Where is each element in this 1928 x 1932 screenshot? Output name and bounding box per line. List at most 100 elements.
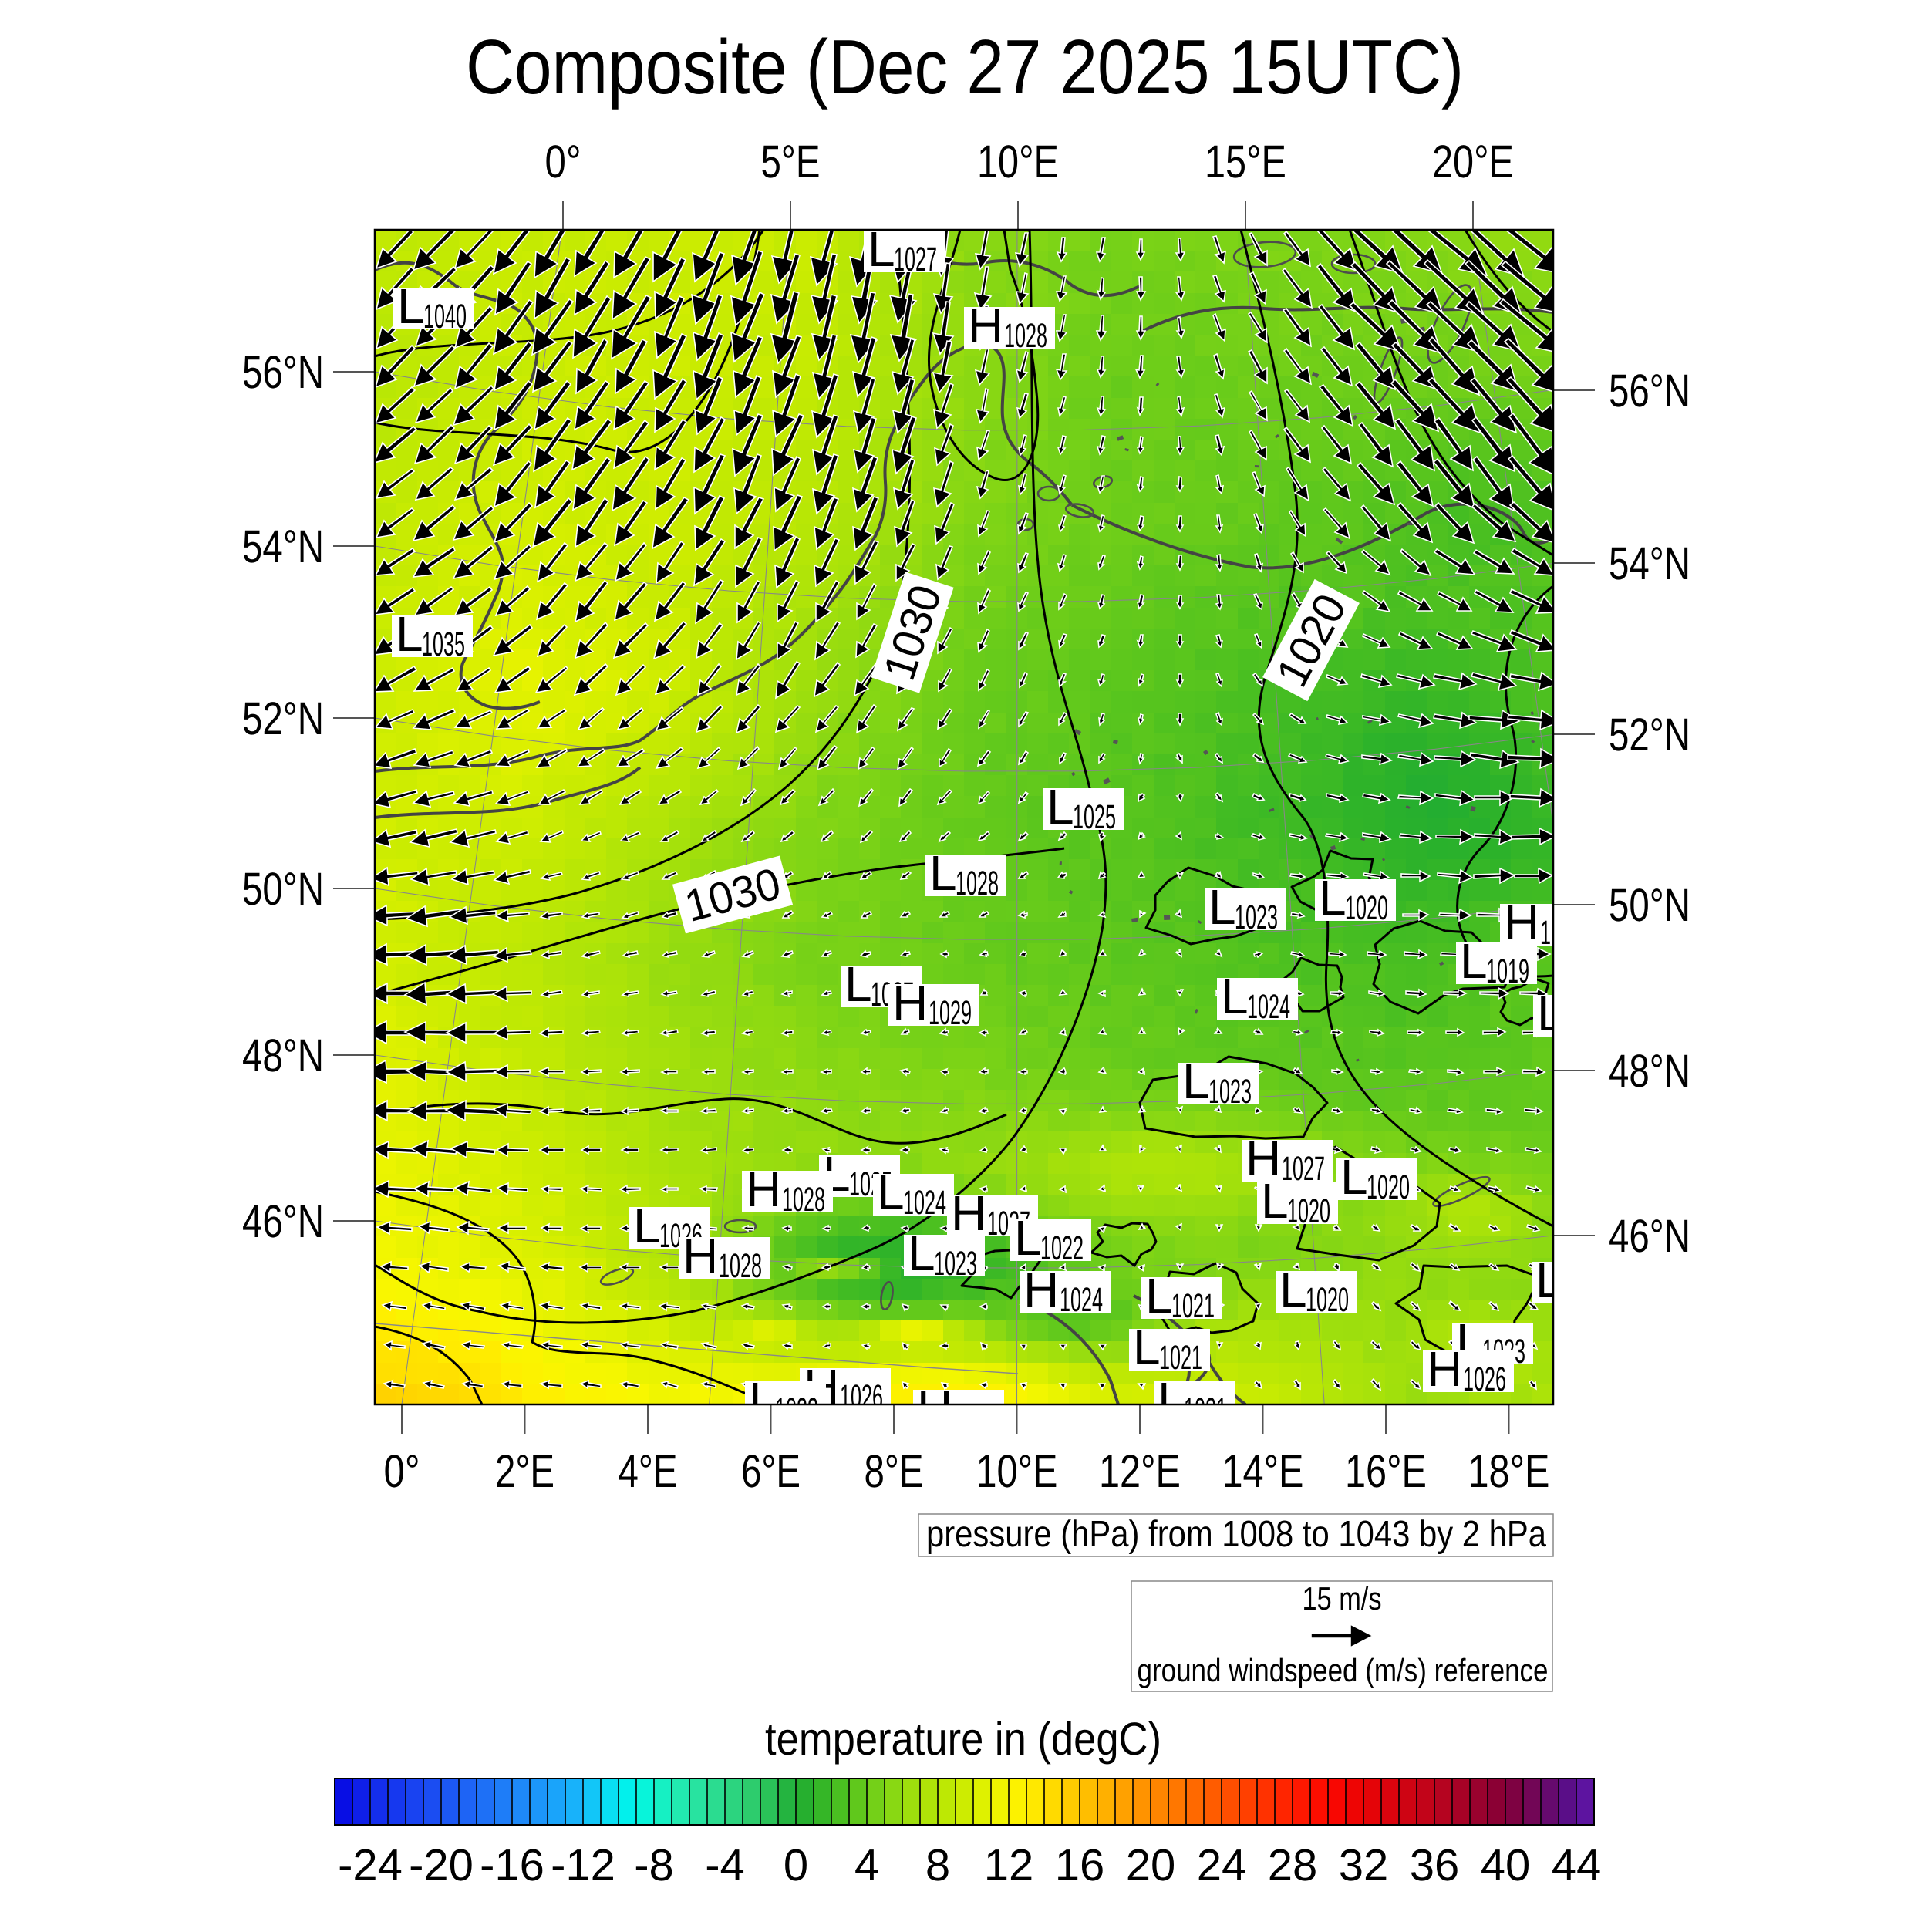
svg-text:8°E: 8°E <box>865 1445 924 1497</box>
svg-text:56°N: 56°N <box>242 346 324 398</box>
svg-text:12°E: 12°E <box>1099 1445 1181 1497</box>
svg-text:Composite (Dec 27 2025 15UTC): Composite (Dec 27 2025 15UTC) <box>466 24 1464 110</box>
svg-text:L: L <box>1182 1054 1210 1109</box>
svg-text:1040: 1040 <box>423 298 467 335</box>
svg-text:54°N: 54°N <box>242 521 324 572</box>
svg-text:-12: -12 <box>551 1840 615 1890</box>
svg-text:H: H <box>746 1162 781 1217</box>
svg-text:1035: 1035 <box>422 625 465 663</box>
svg-text:L: L <box>397 278 425 334</box>
svg-text:L: L <box>1208 879 1236 935</box>
svg-text:0°: 0° <box>384 1445 420 1497</box>
svg-text:24: 24 <box>1197 1840 1247 1890</box>
svg-text:H: H <box>968 298 1003 353</box>
svg-text:1023: 1023 <box>1235 899 1278 936</box>
svg-text:L: L <box>1047 779 1074 835</box>
svg-text:L: L <box>1221 969 1249 1024</box>
svg-text:1028: 1028 <box>719 1247 762 1285</box>
svg-text:1029: 1029 <box>929 994 972 1032</box>
svg-text:1027: 1027 <box>894 241 937 278</box>
svg-text:-20: -20 <box>409 1840 474 1890</box>
svg-text:1024: 1024 <box>903 1184 946 1222</box>
svg-text:H: H <box>1023 1262 1059 1317</box>
svg-text:L: L <box>396 606 423 662</box>
svg-text:H: H <box>1427 1341 1462 1397</box>
svg-text:H: H <box>892 975 928 1030</box>
svg-text:1020: 1020 <box>1345 889 1388 927</box>
svg-text:L: L <box>1460 933 1488 989</box>
svg-text:L: L <box>1319 870 1347 926</box>
svg-text:1025: 1025 <box>1073 798 1116 836</box>
svg-text:6°E: 6°E <box>741 1445 801 1497</box>
svg-text:L: L <box>844 956 872 1012</box>
svg-text:H: H <box>683 1228 718 1283</box>
svg-text:40: 40 <box>1481 1840 1531 1890</box>
svg-text:H: H <box>951 1185 986 1241</box>
svg-text:20°E: 20°E <box>1432 136 1514 187</box>
svg-text:1020: 1020 <box>1367 1168 1410 1206</box>
svg-text:50°N: 50°N <box>242 863 324 915</box>
svg-text:L: L <box>1340 1149 1368 1205</box>
svg-text:2°E: 2°E <box>495 1445 554 1497</box>
svg-text:46°N: 46°N <box>242 1195 324 1247</box>
svg-text:-24: -24 <box>338 1840 403 1890</box>
svg-text:1019: 1019 <box>1486 953 1529 990</box>
svg-text:1028: 1028 <box>1004 317 1047 355</box>
svg-text:L: L <box>1133 1320 1161 1375</box>
svg-text:1028: 1028 <box>956 865 999 902</box>
svg-text:1021: 1021 <box>1171 1287 1215 1325</box>
svg-text:16°E: 16°E <box>1345 1445 1427 1497</box>
svg-text:L: L <box>1279 1262 1307 1317</box>
svg-text:12: 12 <box>984 1840 1034 1890</box>
svg-text:10°E: 10°E <box>977 136 1059 187</box>
svg-text:4: 4 <box>854 1840 879 1890</box>
svg-text:temperature in (degC): temperature in (degC) <box>765 1713 1161 1765</box>
svg-text:-16: -16 <box>480 1840 544 1890</box>
svg-text:32: 32 <box>1339 1840 1389 1890</box>
svg-text:1026: 1026 <box>1463 1360 1506 1398</box>
svg-text:44: 44 <box>1552 1840 1602 1890</box>
svg-text:4°E: 4°E <box>619 1445 678 1497</box>
svg-text:1021: 1021 <box>1159 1339 1202 1377</box>
svg-text:1024: 1024 <box>1060 1281 1103 1319</box>
svg-text:0°: 0° <box>545 136 581 187</box>
svg-text:pressure (hPa) from 1008 to 10: pressure (hPa) from 1008 to 1043 by 2 hP… <box>926 1514 1546 1555</box>
svg-text:L: L <box>929 845 957 901</box>
svg-text:50°N: 50°N <box>1609 879 1690 931</box>
svg-text:52°N: 52°N <box>242 693 324 744</box>
svg-text:52°N: 52°N <box>1609 709 1690 760</box>
svg-text:10°E: 10°E <box>976 1445 1058 1497</box>
svg-text:-4: -4 <box>705 1840 745 1890</box>
svg-text:L: L <box>1145 1268 1173 1323</box>
svg-text:L: L <box>1261 1173 1289 1229</box>
svg-text:-8: -8 <box>634 1840 674 1890</box>
svg-text:56°N: 56°N <box>1609 365 1690 416</box>
svg-text:ground windspeed (m/s) referen: ground windspeed (m/s) reference <box>1138 1652 1549 1688</box>
svg-text:36: 36 <box>1410 1840 1460 1890</box>
svg-text:L: L <box>633 1198 661 1253</box>
svg-text:20: 20 <box>1126 1840 1176 1890</box>
svg-text:1028: 1028 <box>782 1181 825 1219</box>
svg-text:16: 16 <box>1055 1840 1105 1890</box>
svg-text:28: 28 <box>1268 1840 1318 1890</box>
svg-text:5°E: 5°E <box>761 136 821 187</box>
svg-text:L: L <box>877 1165 905 1220</box>
svg-text:L: L <box>1014 1210 1042 1266</box>
svg-text:46°N: 46°N <box>1609 1210 1690 1262</box>
svg-text:0: 0 <box>784 1840 808 1890</box>
svg-text:15°E: 15°E <box>1205 136 1286 187</box>
svg-text:48°N: 48°N <box>1609 1045 1690 1097</box>
svg-text:L: L <box>908 1226 935 1281</box>
svg-text:8: 8 <box>925 1840 950 1890</box>
svg-text:1023: 1023 <box>934 1245 977 1283</box>
svg-text:48°N: 48°N <box>242 1030 324 1081</box>
svg-text:14°E: 14°E <box>1222 1445 1304 1497</box>
svg-text:15 m/s: 15 m/s <box>1303 1580 1382 1617</box>
svg-text:1023: 1023 <box>1208 1073 1252 1111</box>
svg-text:1020: 1020 <box>1287 1192 1330 1230</box>
svg-text:1020: 1020 <box>1306 1281 1349 1319</box>
svg-text:54°N: 54°N <box>1609 538 1690 589</box>
svg-text:18°E: 18°E <box>1468 1445 1550 1497</box>
svg-text:1024: 1024 <box>1247 988 1290 1026</box>
svg-text:H: H <box>1504 895 1539 950</box>
